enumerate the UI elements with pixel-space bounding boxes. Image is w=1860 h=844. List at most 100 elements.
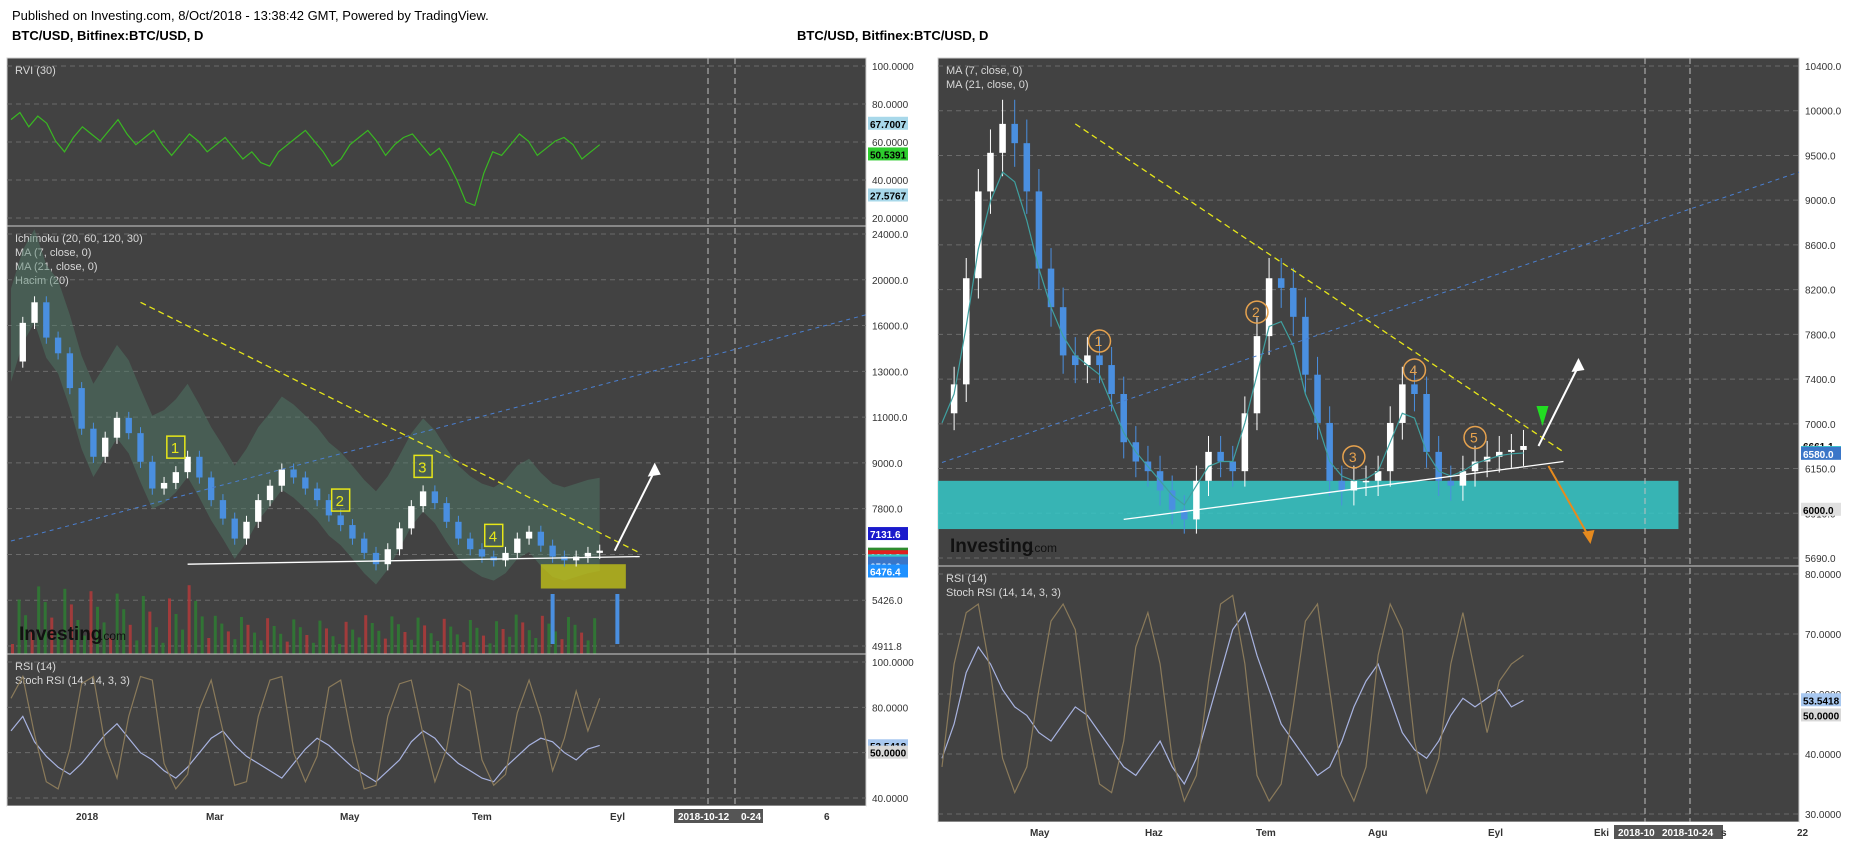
date-highlight xyxy=(1658,825,1723,839)
price-candle xyxy=(1229,461,1237,472)
published-caption: Published on Investing.com, 8/Oct/2018 -… xyxy=(12,8,489,23)
y-tick-label: 13000.0 xyxy=(872,367,909,378)
rsi-line xyxy=(10,674,601,791)
x-tick-label: Tem xyxy=(472,812,492,823)
price-candle xyxy=(1508,449,1515,452)
price-candle xyxy=(325,500,333,516)
price-candle xyxy=(337,515,344,526)
price-candle xyxy=(1047,268,1055,308)
price-candle xyxy=(102,437,109,457)
rsi-line xyxy=(10,715,600,783)
price-candle xyxy=(1011,123,1018,144)
price-candle xyxy=(278,469,285,486)
price-candle xyxy=(396,528,403,550)
time-axis[interactable] xyxy=(7,806,866,826)
price-candle xyxy=(361,538,368,553)
price-candle xyxy=(137,433,144,462)
price-candle xyxy=(184,456,191,473)
volume-bar xyxy=(43,602,47,654)
volume-bar xyxy=(383,638,387,654)
y-tick-label: 20000.0 xyxy=(872,276,909,287)
price-candle xyxy=(514,538,521,553)
support-zone xyxy=(938,480,1679,530)
volume-bar xyxy=(573,624,577,654)
price-candle xyxy=(408,506,415,529)
y-tick-label: 20.0000 xyxy=(872,214,909,225)
y-tick-label: 60.0000 xyxy=(872,138,909,149)
x-tick-label: Eyl xyxy=(1488,828,1503,839)
x-tick-label: 2018-10 xyxy=(1618,828,1655,839)
price-badge xyxy=(868,527,908,541)
wave-label: 2 xyxy=(336,493,344,510)
y-tick-label: 9000.0 xyxy=(872,459,903,470)
price-candle xyxy=(975,191,982,279)
price-candle xyxy=(113,417,121,438)
left-chart[interactable]: 100.0000 80.0000 60.0000 40.0000 20.0000 RVI … xyxy=(6,57,924,826)
volume-bar xyxy=(416,617,420,654)
volume-bar xyxy=(534,638,538,654)
wave-label-box xyxy=(483,523,504,548)
time-axis[interactable] xyxy=(938,822,1799,842)
bearish-arrowhead xyxy=(1582,529,1595,544)
volume-bar xyxy=(298,627,302,654)
resistance-trendline xyxy=(1074,123,1564,453)
volume-bar xyxy=(508,636,512,654)
price-candle xyxy=(207,477,215,501)
support-trendline xyxy=(1123,460,1564,521)
support-zone xyxy=(540,564,626,589)
y-tick-label: 9500.0 xyxy=(1805,151,1836,162)
volume-bar xyxy=(63,588,67,654)
y-tick-label: 80.0000 xyxy=(872,703,909,714)
volume-bar xyxy=(410,639,414,654)
volume-bar xyxy=(246,624,250,654)
price-candle xyxy=(584,552,592,557)
price-candle xyxy=(999,123,1006,153)
price-badge-label: 6000.0 xyxy=(1803,506,1834,517)
price-axis[interactable] xyxy=(866,58,924,806)
x-tick-label: Haz xyxy=(1145,828,1163,839)
channel-trendline xyxy=(10,314,867,542)
right-chart[interactable]: 10400.0 10000.0 9500.0 9000.0 8600.0 8200.0 78… xyxy=(937,57,1857,842)
wave-label: 4 xyxy=(489,528,497,545)
volume-bar xyxy=(233,639,237,654)
price-candle xyxy=(1435,451,1442,481)
price-candle xyxy=(266,485,274,501)
date-highlight xyxy=(1614,825,1660,839)
y-tick-label: 10000.0 xyxy=(1805,107,1842,118)
y-tick-label: 70.0000 xyxy=(1805,630,1842,641)
price-candle xyxy=(125,417,132,434)
price-candle xyxy=(172,472,180,483)
volume-bar xyxy=(37,586,41,654)
investing-watermark-suffix: .com xyxy=(1031,541,1057,555)
volume-bar xyxy=(11,644,14,654)
volume-bar xyxy=(50,617,54,654)
price-badge-label: 50.0000 xyxy=(1803,711,1840,722)
price-candle xyxy=(1302,316,1309,375)
y-tick-label: 7400.0 xyxy=(1805,375,1836,386)
x-tick-label: Tem xyxy=(1256,828,1276,839)
price-candle xyxy=(1338,480,1346,491)
volume-bar xyxy=(167,598,171,654)
price-candle xyxy=(19,322,26,362)
volume-bar xyxy=(17,599,21,654)
volume-bar xyxy=(239,617,243,654)
wave-label-circle xyxy=(1245,300,1269,324)
volume-bar xyxy=(272,626,276,654)
price-candle xyxy=(1217,451,1224,462)
y-tick-label: 5426.0 xyxy=(872,596,903,607)
y-tick-label: 40.0000 xyxy=(1805,750,1842,761)
rvi-line xyxy=(10,111,601,207)
volume-bar xyxy=(220,623,224,654)
price-badge xyxy=(1801,446,1841,460)
volume-bar xyxy=(115,593,119,654)
volume-bar xyxy=(540,615,544,654)
volume-bar xyxy=(449,626,453,654)
price-candle xyxy=(1120,394,1127,443)
price-candle xyxy=(1059,307,1067,356)
volume-bar xyxy=(318,620,322,654)
y-tick-label: 7800.0 xyxy=(872,505,903,516)
price-badge-label: 50.0000 xyxy=(870,749,907,760)
volume-bar xyxy=(455,634,459,654)
x-tick-label: Eyl xyxy=(610,812,625,823)
